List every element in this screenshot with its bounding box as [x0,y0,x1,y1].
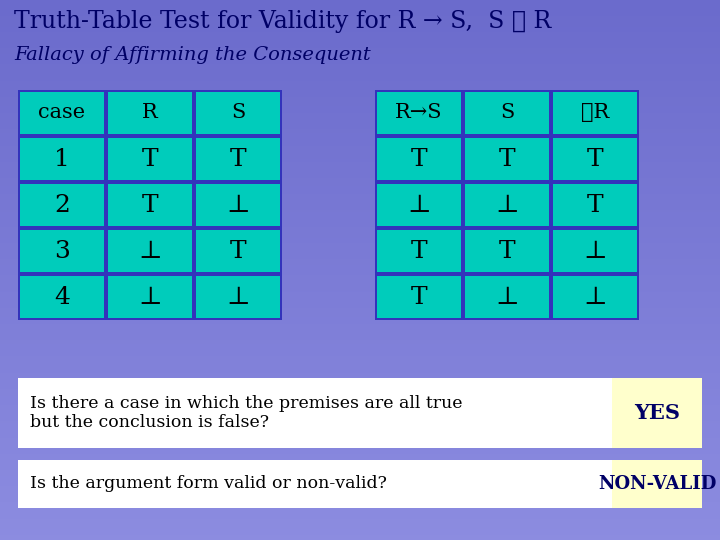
Bar [20,230,104,272]
Bar [553,276,637,318]
Bar [108,138,192,180]
Bar [20,92,104,134]
Text: ⊥: ⊥ [495,193,518,217]
Text: 1: 1 [54,147,70,171]
Bar [465,184,549,226]
Text: NON-VALID: NON-VALID [598,475,716,493]
Text: 4: 4 [54,286,70,308]
Text: Is the argument form valid or non-valid?: Is the argument form valid or non-valid? [30,476,387,492]
Bar [553,230,637,272]
Bar [553,184,637,226]
Text: T: T [410,147,427,171]
Text: T: T [142,147,158,171]
Text: Fallacy of Affirming the Consequent: Fallacy of Affirming the Consequent [14,46,371,64]
Text: YES: YES [634,403,680,423]
Bar [108,184,192,226]
Bar [108,92,192,134]
Bar [18,460,702,508]
Bar [465,276,549,318]
Text: 2: 2 [54,193,70,217]
Text: ⊥: ⊥ [408,193,431,217]
Bar [20,184,104,226]
Text: case: case [38,104,86,123]
Bar [20,276,104,318]
Text: T: T [142,193,158,217]
Text: Truth-Table Test for Validity for R → S,  S ∴ R: Truth-Table Test for Validity for R → S,… [14,10,552,33]
Text: ⊥: ⊥ [226,286,250,308]
Bar [196,92,280,134]
Text: T: T [587,193,603,217]
Text: R→S: R→S [395,104,443,123]
Text: ⊥: ⊥ [226,193,250,217]
Text: ⊥: ⊥ [138,286,162,308]
Text: ⊥: ⊥ [583,240,607,262]
Text: R: R [142,104,158,123]
Bar [108,230,192,272]
Text: T: T [410,286,427,308]
Bar [377,230,461,272]
Text: Is there a case in which the premises are all true
but the conclusion is false?: Is there a case in which the premises ar… [30,395,462,431]
Text: T: T [499,240,516,262]
Text: T: T [410,240,427,262]
Bar [20,138,104,180]
Bar [196,138,280,180]
Bar [377,276,461,318]
Text: ⊥: ⊥ [495,286,518,308]
Text: ⊥: ⊥ [138,240,162,262]
Text: T: T [230,240,246,262]
Bar [553,92,637,134]
Bar [465,230,549,272]
Bar [375,90,639,320]
Text: T: T [499,147,516,171]
Bar [196,276,280,318]
Bar [553,138,637,180]
Bar [196,230,280,272]
Bar [612,378,702,448]
Bar [196,184,280,226]
Bar [465,92,549,134]
Text: ∴R: ∴R [581,104,609,123]
Text: 3: 3 [54,240,70,262]
Text: T: T [587,147,603,171]
Text: S: S [500,104,514,123]
Bar [377,138,461,180]
Bar [377,184,461,226]
Text: S: S [231,104,245,123]
Bar [377,92,461,134]
Bar [465,138,549,180]
Text: ⊥: ⊥ [583,286,607,308]
Bar [108,276,192,318]
Bar [18,90,282,320]
Bar [612,460,702,508]
Text: T: T [230,147,246,171]
Bar [18,378,702,448]
